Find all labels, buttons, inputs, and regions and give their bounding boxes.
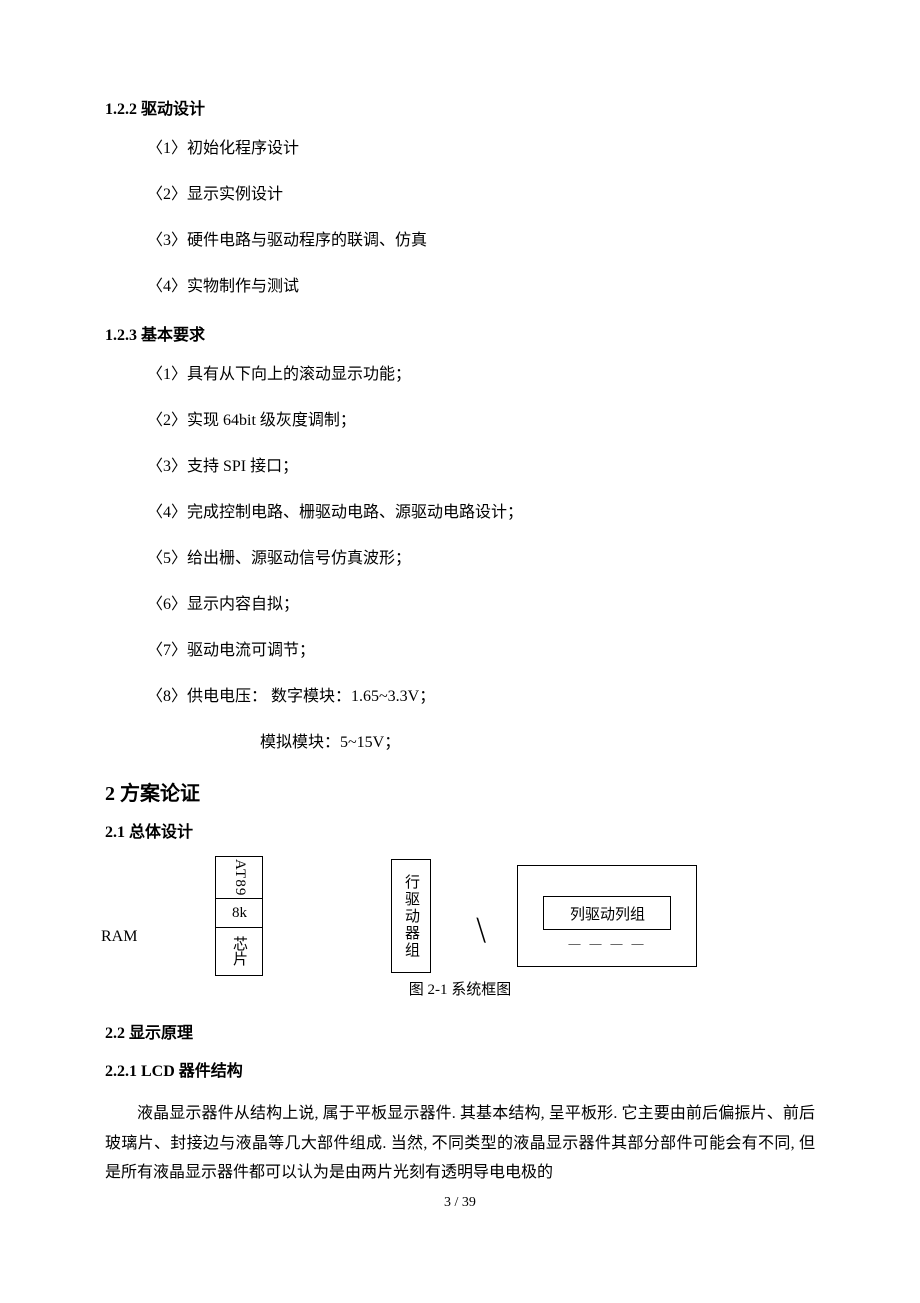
heading-2-2: 2.2 显示原理	[105, 1019, 815, 1043]
col-driver-dots: — — — —	[543, 936, 671, 951]
heading-2-1: 2.1 总体设计	[105, 818, 815, 842]
row-driver-block: 行驱动器组	[391, 859, 431, 973]
diagram-caption: 图 2-1 系统框图	[105, 978, 815, 999]
heading-2-2-1: 2.2.1 LCD 器件结构	[105, 1057, 815, 1081]
system-diagram: RAM AT89 8k 芯片 行驱动器组 ╲ 列驱动列组 — — — —	[105, 856, 815, 976]
col-driver-label: 列驱动列组	[543, 896, 671, 930]
body-paragraph: 液晶显示器件从结构上说, 属于平板显示器件. 其基本结构, 呈平板形. 它主要由…	[105, 1099, 815, 1188]
heading-1-2-2: 1.2.2 驱动设计	[105, 95, 815, 119]
connector-slash: ╲	[473, 917, 489, 944]
heading-1-2-3: 1.2.3 基本要求	[105, 321, 815, 345]
item-122-4: 〈4〉实物制作与测试	[147, 275, 815, 299]
col-driver-group: 列驱动列组 — — — —	[517, 865, 697, 967]
mcu-mid-label: 8k	[216, 898, 262, 928]
item-122-2: 〈2〉显示实例设计	[147, 183, 815, 207]
item-123-6: 〈6〉显示内容自拟；	[147, 593, 815, 617]
heading-2: 2 方案论证	[105, 777, 815, 806]
item-123-3: 〈3〉支持 SPI 接口；	[147, 455, 815, 479]
item-123-4: 〈4〉完成控制电路、栅驱动电路、源驱动电路设计；	[147, 501, 815, 525]
item-123-5: 〈5〉给出栅、源驱动信号仿真波形；	[147, 547, 815, 571]
item-123-1: 〈1〉具有从下向上的滚动显示功能；	[147, 363, 815, 387]
mcu-block: AT89 8k 芯片	[215, 856, 263, 976]
item-123-extra: 模拟模块：5~15V；	[260, 731, 815, 755]
item-122-1: 〈1〉初始化程序设计	[147, 137, 815, 161]
ram-label: RAM	[101, 928, 137, 946]
item-123-8: 〈8〉供电电压： 数字模块：1.65~3.3V；	[147, 685, 815, 709]
item-122-3: 〈3〉硬件电路与驱动程序的联调、仿真	[147, 229, 815, 253]
mcu-bot-label: 芯片	[216, 928, 262, 975]
page-number: 3 / 39	[0, 1195, 920, 1211]
mcu-top-label: AT89	[216, 857, 262, 898]
item-123-7: 〈7〉驱动电流可调节；	[147, 639, 815, 663]
item-123-2: 〈2〉实现 64bit 级灰度调制；	[147, 409, 815, 433]
